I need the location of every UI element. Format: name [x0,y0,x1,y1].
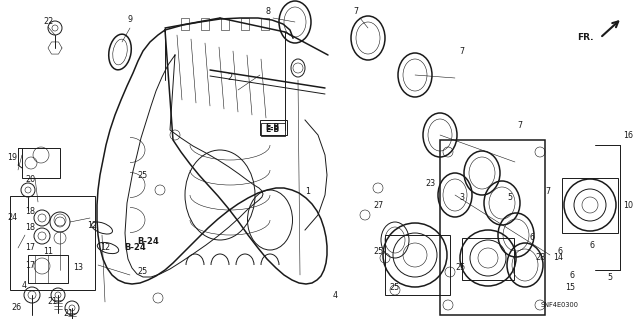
Bar [241,18,249,30]
Bar [462,238,514,280]
Text: 24: 24 [7,213,17,222]
Text: 12: 12 [87,220,97,229]
Text: 28: 28 [535,254,545,263]
Text: E-B: E-B [265,125,279,135]
Text: FR.: FR. [577,33,594,42]
Text: 7: 7 [517,121,523,130]
Text: 25: 25 [137,268,147,277]
Text: 21: 21 [63,308,73,317]
Text: 7: 7 [353,8,358,17]
Text: 2: 2 [227,73,232,83]
Bar [562,178,618,233]
Text: 19: 19 [7,153,17,162]
Bar [261,18,269,30]
Text: 7: 7 [460,48,465,56]
Text: 5: 5 [508,194,513,203]
Text: 10: 10 [623,201,633,210]
Bar [22,148,60,178]
Text: 3: 3 [460,194,465,203]
Text: 25: 25 [390,284,400,293]
Text: 14: 14 [553,254,563,263]
Text: 25: 25 [137,170,147,180]
Text: 6: 6 [570,271,575,279]
Text: 11: 11 [43,248,53,256]
Bar [440,140,545,315]
Text: SNF4E0300: SNF4E0300 [541,302,579,308]
Text: 21: 21 [47,298,57,307]
Text: 8: 8 [266,8,271,17]
Text: 17: 17 [25,261,35,270]
Text: 4: 4 [22,280,26,290]
Text: 18: 18 [25,224,35,233]
Text: 27: 27 [373,201,383,210]
Text: 6: 6 [589,241,595,249]
Text: 12: 12 [100,243,110,253]
Text: 4: 4 [333,291,337,300]
Bar [261,123,285,136]
Text: B-24: B-24 [124,243,146,253]
Text: 7: 7 [545,188,550,197]
Bar [181,18,189,30]
Text: 26: 26 [11,303,21,313]
Bar [28,255,68,283]
Text: B-24: B-24 [137,238,159,247]
Text: 15: 15 [565,284,575,293]
Text: 6: 6 [557,248,563,256]
Text: 20: 20 [25,175,35,184]
Text: 13: 13 [73,263,83,272]
Text: 6: 6 [529,234,534,242]
Bar [201,18,209,30]
Text: 25: 25 [373,248,383,256]
Text: 5: 5 [607,273,612,283]
Text: 9: 9 [127,16,132,25]
Text: 25: 25 [455,263,465,272]
Text: 16: 16 [623,130,633,139]
Bar [221,18,229,30]
Bar [260,120,287,135]
Text: 23: 23 [425,179,435,188]
Bar [10,196,95,290]
Bar [385,235,450,295]
Text: E-B: E-B [265,122,279,131]
Text: 18: 18 [25,207,35,217]
Text: 22: 22 [43,18,53,26]
Text: 17: 17 [25,243,35,253]
Text: 1: 1 [305,188,310,197]
